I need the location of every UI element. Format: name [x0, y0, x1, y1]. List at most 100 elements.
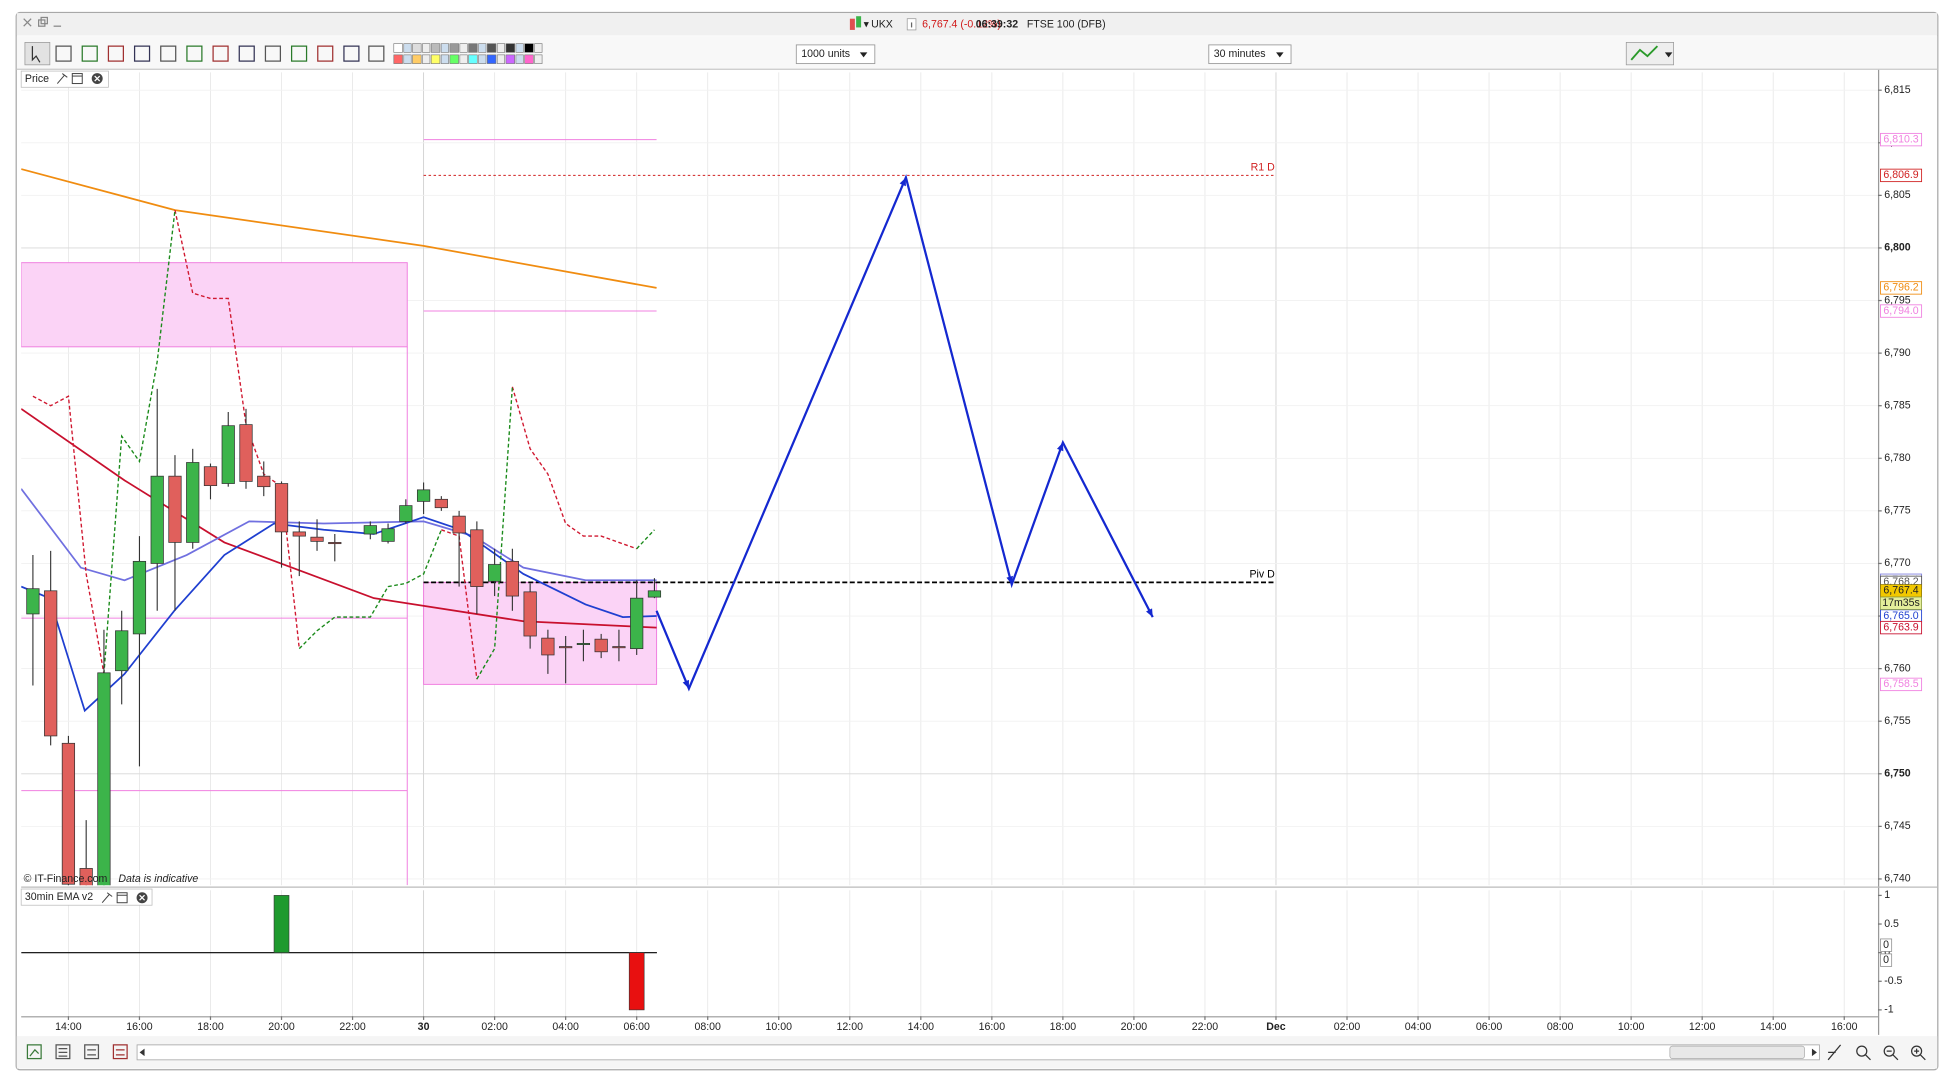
color-swatch[interactable]: [524, 43, 534, 53]
color-swatch[interactable]: [478, 54, 487, 64]
candle-body: [79, 868, 93, 886]
pivot-label: Piv D: [1249, 569, 1275, 581]
quote: 6,767.4 (-0.12%): [922, 19, 1001, 31]
x-tick-label: 14:00: [55, 1021, 82, 1033]
pivot-band: [21, 262, 408, 348]
zoom-tools[interactable]: [1827, 1044, 1926, 1061]
stop-line: [103, 210, 655, 680]
tool-button[interactable]: [81, 45, 98, 62]
price-label: 6,806.9: [1883, 169, 1918, 181]
tool-button[interactable]: [186, 45, 203, 62]
current-price-label: 6,767.4: [1883, 585, 1918, 597]
color-swatch[interactable]: [412, 54, 422, 64]
tool-button[interactable]: [264, 45, 282, 62]
x-tick-label: Dec: [1266, 1021, 1286, 1033]
tool-button[interactable]: [160, 45, 177, 62]
panel-tab[interactable]: [20, 70, 109, 88]
tool-button[interactable]: [238, 45, 255, 62]
color-swatch[interactable]: [534, 43, 543, 53]
x-tick-label: 22:00: [339, 1021, 366, 1033]
tool-button[interactable]: [290, 45, 308, 62]
scroll-thumb[interactable]: [1669, 1045, 1805, 1059]
color-swatch[interactable]: [449, 54, 459, 64]
candle-body: [505, 560, 519, 597]
candle-body: [594, 638, 608, 653]
candle-body: [115, 630, 129, 672]
forecast-arrowhead: [1056, 442, 1064, 452]
x-tick-label: 16:00: [126, 1021, 153, 1033]
interval-dropdown[interactable]: [1208, 44, 1292, 65]
color-swatch[interactable]: [486, 43, 497, 53]
color-swatch[interactable]: [505, 43, 515, 53]
x-tick-label: 16:00: [979, 1021, 1006, 1033]
color-swatch[interactable]: [459, 54, 468, 64]
color-swatch[interactable]: [440, 43, 449, 53]
color-swatch[interactable]: [403, 43, 412, 53]
x-tick-label: 20:00: [268, 1021, 295, 1033]
tool-button[interactable]: [212, 45, 229, 62]
color-swatch[interactable]: [468, 54, 478, 64]
tool-button[interactable]: [343, 45, 360, 62]
color-swatch[interactable]: [496, 54, 506, 64]
x-tick-label: 18:00: [1050, 1021, 1077, 1033]
candle-body: [381, 528, 395, 542]
color-swatch[interactable]: [422, 43, 431, 53]
y-tick-label: 6,805: [1884, 189, 1911, 201]
dropdown-arrow: [1664, 52, 1673, 58]
candle-body: [541, 637, 555, 656]
candle-body: [44, 590, 58, 737]
tool-selected[interactable]: [24, 42, 51, 66]
tool-button[interactable]: [317, 45, 334, 62]
forecast-arrowhead: [899, 177, 906, 187]
y-tick-label: 6,770: [1884, 557, 1911, 569]
color-swatch[interactable]: [422, 54, 431, 64]
candle-body: [203, 466, 218, 487]
color-swatch[interactable]: [449, 43, 459, 53]
color-swatch[interactable]: [459, 43, 468, 53]
color-swatch[interactable]: [440, 54, 449, 64]
color-swatch[interactable]: [393, 54, 403, 64]
tool-button[interactable]: [107, 45, 124, 62]
candle-body: [97, 672, 111, 886]
color-swatch[interactable]: [515, 43, 524, 53]
candle-body: [559, 646, 573, 649]
title-bar: [16, 13, 1938, 36]
color-swatch[interactable]: [524, 54, 534, 64]
color-swatch[interactable]: [430, 54, 441, 64]
candle-body: [132, 560, 147, 635]
color-swatch[interactable]: [403, 54, 412, 64]
color-swatch[interactable]: [430, 43, 441, 53]
y-tick-label: 1: [1884, 889, 1890, 901]
bottom-tools[interactable]: [26, 1044, 128, 1060]
color-swatch[interactable]: [505, 54, 515, 64]
window-frame: [15, 11, 1939, 1071]
indicator-line: [21, 488, 657, 582]
candle-body: [186, 462, 200, 543]
color-swatch[interactable]: [515, 54, 524, 64]
scrollbar[interactable]: [136, 1044, 1820, 1061]
dropdown-arrow: ▾: [864, 19, 870, 31]
color-swatch[interactable]: [478, 43, 487, 53]
tool-button[interactable]: [133, 45, 151, 62]
candle-body: [168, 475, 182, 543]
last-value-box: [1880, 938, 1893, 952]
window-controls[interactable]: [23, 16, 62, 27]
copyright: © IT-Finance.com: [24, 873, 108, 885]
color-swatch[interactable]: [534, 54, 543, 64]
tool-button[interactable]: [368, 45, 385, 62]
x-tick-label: 14:00: [908, 1021, 935, 1033]
units-dropdown[interactable]: [795, 44, 876, 65]
color-swatch[interactable]: [412, 43, 422, 53]
dropdown-arrow: [859, 52, 868, 58]
color-swatch[interactable]: [468, 43, 478, 53]
price-label-box: [1880, 168, 1923, 183]
candle-body: [221, 425, 235, 484]
color-swatch[interactable]: [496, 43, 506, 53]
candle-body: [523, 591, 537, 637]
tool-button[interactable]: [31, 46, 41, 63]
color-swatch[interactable]: [393, 43, 403, 53]
color-swatch[interactable]: [486, 54, 497, 64]
tool-button[interactable]: [55, 45, 72, 62]
candle-body: [612, 646, 626, 649]
